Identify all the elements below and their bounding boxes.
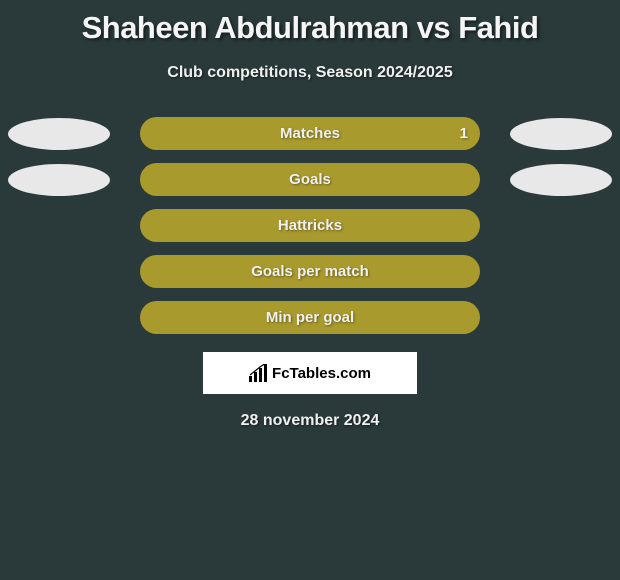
right-oval bbox=[510, 118, 612, 150]
page-title: Shaheen Abdulrahman vs Fahid bbox=[82, 10, 539, 46]
stat-label: Matches bbox=[280, 125, 340, 142]
chart-icon bbox=[249, 364, 269, 382]
stat-bar: Goals bbox=[140, 163, 480, 196]
stat-bar: Min per goal bbox=[140, 301, 480, 334]
logo-content: FcTables.com bbox=[249, 364, 371, 382]
stats-area: Matches 1 Goals Hattricks Goals per match Min… bbox=[0, 117, 620, 334]
subtitle: Club competitions, Season 2024/2025 bbox=[167, 64, 452, 82]
stat-row: Min per goal bbox=[0, 301, 620, 334]
stat-row: Matches 1 bbox=[0, 117, 620, 150]
stat-row: Goals per match bbox=[0, 255, 620, 288]
left-oval bbox=[8, 164, 110, 196]
stat-label: Goals per match bbox=[251, 263, 369, 280]
stat-label: Hattricks bbox=[278, 217, 342, 234]
stat-value-right: 1 bbox=[460, 125, 468, 142]
stat-row: Goals bbox=[0, 163, 620, 196]
stat-bar: Goals per match bbox=[140, 255, 480, 288]
stat-row: Hattricks bbox=[0, 209, 620, 242]
right-oval bbox=[510, 164, 612, 196]
logo-box: FcTables.com bbox=[203, 352, 417, 394]
stat-bar: Hattricks bbox=[140, 209, 480, 242]
main-container: Shaheen Abdulrahman vs Fahid Club compet… bbox=[0, 0, 620, 430]
stat-label: Goals bbox=[289, 171, 331, 188]
stat-bar: Matches 1 bbox=[140, 117, 480, 150]
date-text: 28 november 2024 bbox=[241, 412, 380, 430]
stat-label: Min per goal bbox=[266, 309, 354, 326]
left-oval bbox=[8, 118, 110, 150]
logo-text: FcTables.com bbox=[272, 365, 371, 382]
